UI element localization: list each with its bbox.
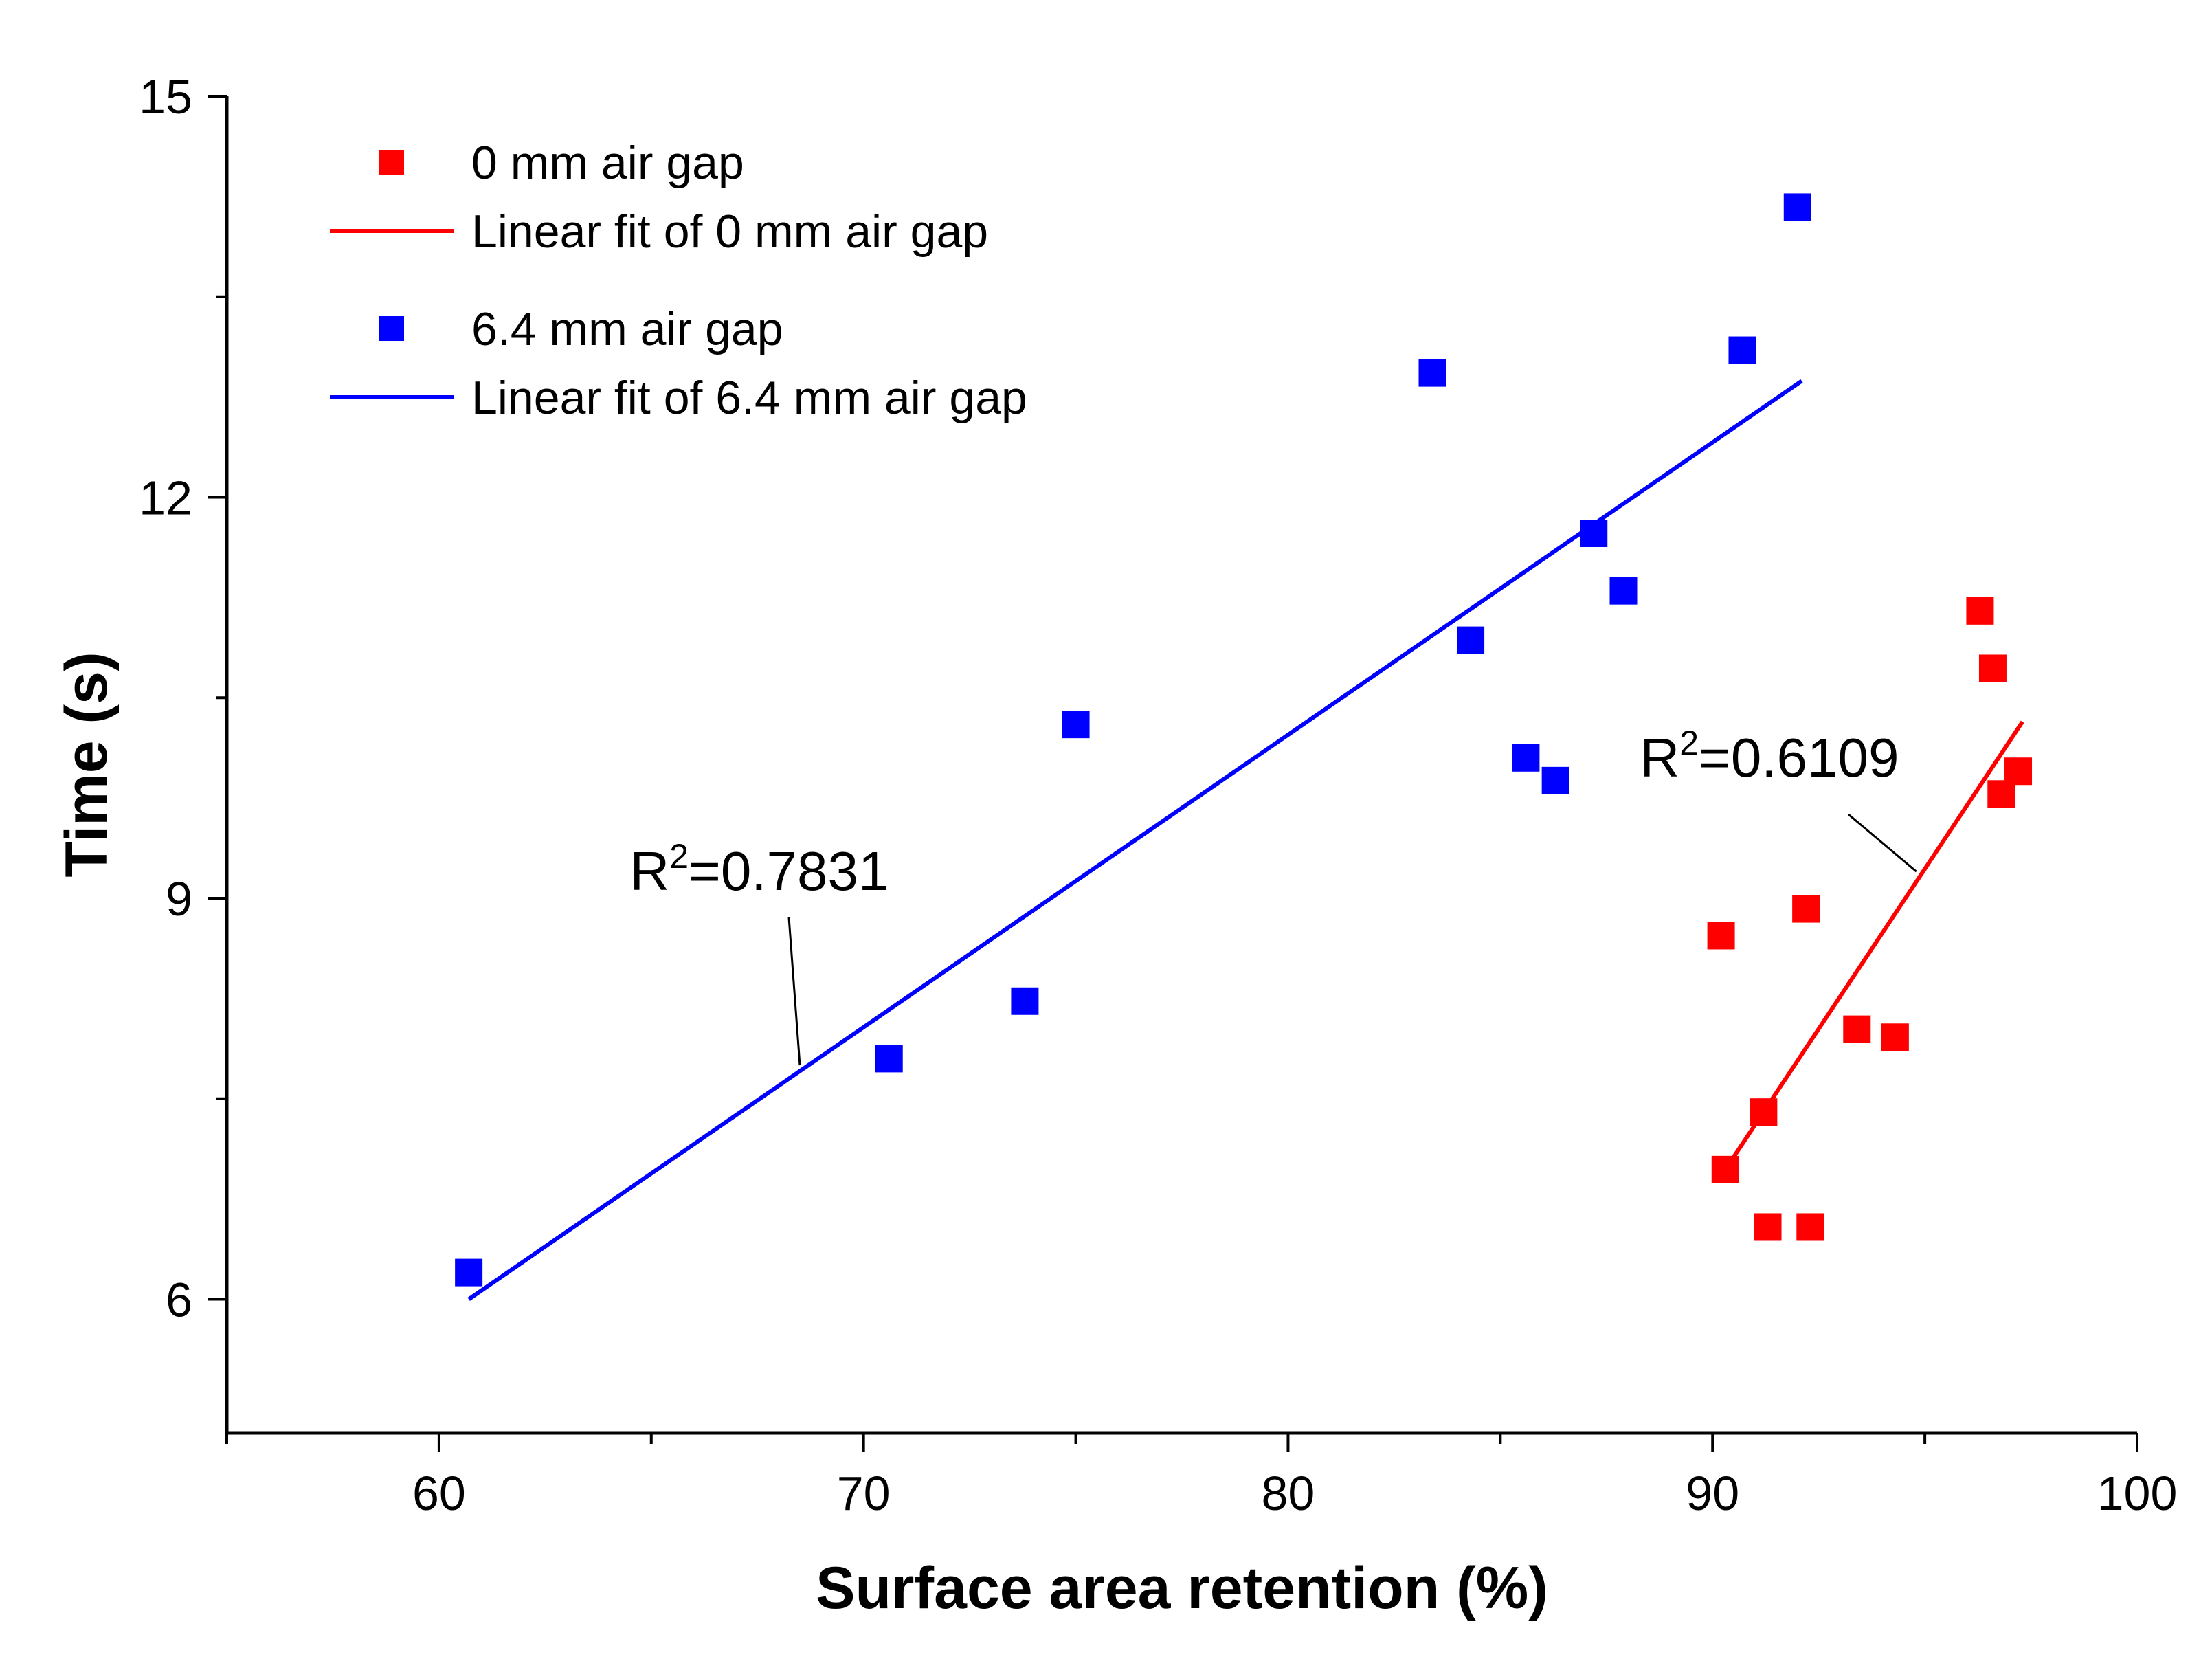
legend-marker-0 xyxy=(379,150,404,175)
data-point-s0-8 xyxy=(1750,1098,1778,1126)
x-tick-label: 80 xyxy=(1262,1467,1315,1520)
data-point-s0-6 xyxy=(1843,1015,1871,1043)
r-squared-label-0: R2=0.7831 xyxy=(630,837,889,902)
data-point-s1-6 xyxy=(1062,711,1090,739)
data-point-s0-9 xyxy=(1711,1155,1739,1183)
annotation-leader-0 xyxy=(787,917,801,1066)
legend: 0 mm air gap Linear fit of 0 mm air gap 6.… xyxy=(330,137,1027,424)
data-point-s1-8 xyxy=(1541,766,1569,794)
x-tick-label: 60 xyxy=(412,1467,466,1520)
annotations: R2=0.7831 R2=0.6109 xyxy=(630,724,1917,1066)
legend-label-3: Linear fit of 6.4 mm air gap xyxy=(471,372,1027,424)
y-tick-label: 15 xyxy=(139,70,192,124)
axes: 60 70 80 90 100 6 9 12 15 xyxy=(139,70,2177,1520)
data-point-s1-7 xyxy=(1512,744,1540,772)
data-point-s1-2 xyxy=(1418,359,1446,387)
data-point-s1-9 xyxy=(1011,987,1039,1015)
x-tick-label: 70 xyxy=(837,1467,891,1520)
data-point-s1-4 xyxy=(1609,577,1638,605)
legend-label-2: 6.4 mm air gap xyxy=(471,303,783,355)
fit-line-1 xyxy=(467,379,1803,1301)
fit-line-0 xyxy=(1723,720,2024,1171)
r-squared-label-1: R2=0.6109 xyxy=(1640,724,1899,788)
data-point-s1-3 xyxy=(1580,520,1608,548)
legend-label-1: Linear fit of 0 mm air gap xyxy=(471,205,988,258)
legend-label-0: 0 mm air gap xyxy=(471,137,744,189)
data-point-s0-1 xyxy=(1978,654,2007,682)
annotation-leader-1 xyxy=(1848,813,1917,873)
data-point-s1-5 xyxy=(1457,626,1485,654)
data-points xyxy=(455,193,2033,1287)
y-tick-label: 12 xyxy=(139,471,192,525)
data-point-s1-0 xyxy=(1783,193,1811,221)
data-point-s0-3 xyxy=(1987,780,2015,808)
legend-marker-2 xyxy=(379,316,404,341)
data-point-s1-1 xyxy=(1728,336,1756,364)
data-point-s0-0 xyxy=(1966,597,1994,625)
data-point-s0-10 xyxy=(1754,1213,1782,1241)
data-point-s0-5 xyxy=(1707,922,1735,950)
fit-lines xyxy=(467,379,2024,1301)
data-point-s0-4 xyxy=(1792,895,1820,923)
data-point-s0-11 xyxy=(1796,1213,1824,1241)
y-tick-label: 6 xyxy=(166,1273,192,1327)
x-tick-label: 100 xyxy=(2097,1467,2178,1520)
x-axis-title: Surface area retention (%) xyxy=(816,1555,1548,1621)
data-point-s1-11 xyxy=(455,1258,483,1287)
y-axis-title: Time (s) xyxy=(54,652,120,877)
data-point-s0-7 xyxy=(1881,1023,1909,1051)
y-tick-label: 9 xyxy=(166,872,192,926)
x-tick-label: 90 xyxy=(1686,1467,1739,1520)
data-point-s1-10 xyxy=(875,1045,903,1073)
